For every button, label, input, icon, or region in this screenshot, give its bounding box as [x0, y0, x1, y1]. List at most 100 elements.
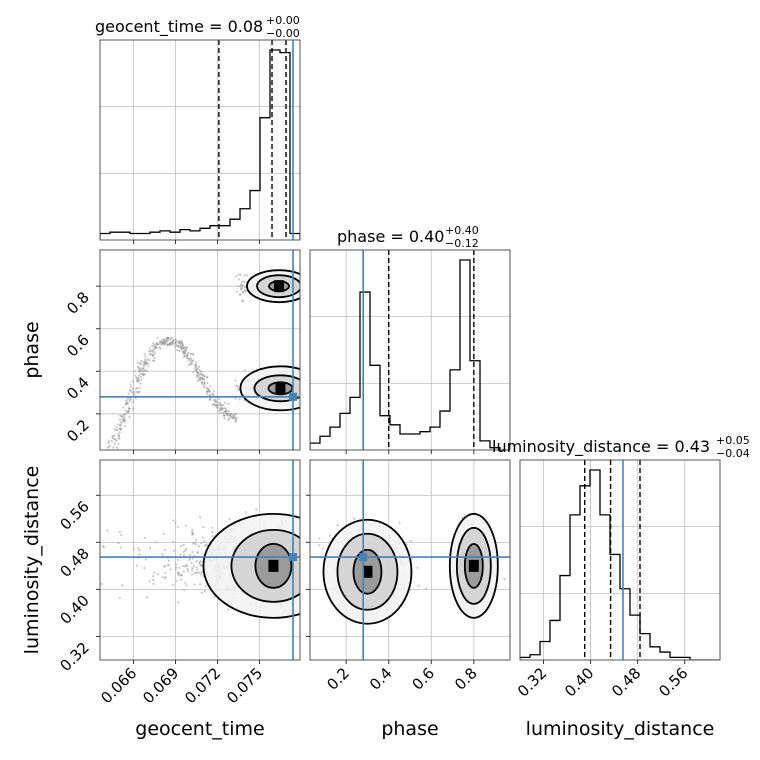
panel-frame	[99, 249, 301, 451]
scatter-point	[201, 381, 204, 384]
scatter-point	[353, 517, 356, 520]
scatter-point	[235, 275, 238, 278]
scatter-point	[147, 365, 150, 368]
scatter-point	[119, 546, 123, 549]
scatter-point	[137, 377, 140, 380]
scatter-point	[183, 589, 186, 592]
scatter-point	[129, 383, 132, 386]
scatter-point	[237, 273, 240, 276]
scatter-point	[197, 372, 200, 375]
scatter-point	[191, 531, 194, 535]
scatter-point	[186, 354, 189, 357]
scatter-point	[194, 542, 198, 546]
scatter-point	[192, 359, 195, 362]
scatter-point	[144, 363, 147, 366]
scatter-point	[113, 442, 117, 445]
scatter-point	[198, 561, 201, 565]
scatter-point	[198, 516, 202, 519]
scatter-point	[160, 343, 163, 346]
scatter-point	[203, 539, 206, 543]
scatter-point	[137, 390, 140, 394]
scatter-point	[168, 341, 172, 344]
scatter-point	[218, 401, 221, 404]
scatter-point	[187, 363, 190, 366]
title-phase-minus: −0.12	[445, 237, 479, 250]
scatter-point	[89, 569, 91, 571]
scatter-point	[148, 359, 151, 362]
scatter-point	[148, 353, 152, 356]
scatter-point	[245, 274, 249, 277]
scatter-point	[227, 402, 230, 405]
scatter-point	[131, 400, 135, 403]
scatter-point	[179, 553, 182, 556]
scatter-point	[164, 341, 167, 345]
y-tick-label: 0.2	[63, 416, 93, 446]
scatter-point	[176, 344, 180, 347]
scatter-point	[139, 382, 142, 385]
scatter-point	[137, 547, 140, 550]
scatter-point	[133, 391, 136, 394]
scatter-point	[180, 578, 183, 581]
scatter-point	[227, 410, 231, 413]
scatter-point	[121, 584, 124, 587]
scatter-point	[234, 379, 237, 382]
scatter-point	[153, 343, 156, 346]
scatter-point	[199, 560, 203, 563]
scatter-point	[336, 523, 339, 527]
scatter-point	[137, 380, 140, 383]
scatter-point	[417, 584, 420, 587]
y-tick-label: 0.6	[63, 331, 93, 361]
scatter-point	[223, 401, 226, 404]
scatter-point	[226, 608, 230, 611]
scatter-point	[148, 580, 151, 583]
scatter-point	[234, 397, 237, 400]
scatter-point	[191, 557, 194, 560]
scatter-point	[220, 403, 223, 406]
scatter-point	[239, 273, 242, 277]
scatter-point	[194, 363, 197, 366]
scatter-point	[218, 406, 221, 410]
scatter-point	[172, 540, 175, 544]
scatter-point	[229, 412, 233, 415]
truth-marker	[359, 553, 368, 562]
histogram-geocent_time	[100, 49, 300, 240]
scatter-point	[184, 581, 187, 584]
scatter-point	[108, 456, 110, 458]
scatter-point	[185, 565, 188, 568]
scatter-point	[153, 356, 156, 360]
scatter-point	[228, 518, 231, 521]
scatter-point	[135, 376, 138, 379]
scatter-point	[503, 578, 506, 581]
scatter-point	[195, 368, 198, 372]
scatter-point	[184, 349, 187, 353]
scatter-point	[195, 559, 198, 563]
scatter-point	[196, 552, 199, 555]
scatter-point	[166, 563, 170, 567]
scatter-point	[140, 378, 143, 381]
scatter-point	[149, 350, 152, 353]
x-tick-label: 0.072	[181, 664, 224, 707]
title-luminosity-distance-minus: −0.04	[716, 447, 750, 460]
scatter-point	[205, 543, 208, 546]
scatter-point	[193, 583, 196, 586]
scatter-point	[128, 392, 131, 395]
scatter-point	[113, 428, 116, 431]
x-tick-label: 0.4	[366, 664, 396, 694]
scatter-point	[213, 595, 216, 599]
title-luminosity-distance: luminosity_distance = 0.43	[492, 437, 710, 457]
scatter-point	[197, 365, 201, 368]
scatter-point	[148, 346, 151, 349]
scatter-point	[117, 542, 120, 545]
scatter-point	[214, 398, 217, 401]
scatter-point	[169, 343, 173, 346]
scatter-point	[174, 345, 177, 348]
scatter-point	[207, 388, 210, 391]
scatter-point	[100, 582, 103, 585]
scatter-point	[234, 418, 237, 421]
scatter-point	[131, 407, 135, 411]
scatter-point	[191, 568, 194, 572]
x-tick-label: 0.48	[608, 664, 644, 700]
scatter-point	[153, 571, 156, 574]
scatter-point	[116, 428, 119, 431]
